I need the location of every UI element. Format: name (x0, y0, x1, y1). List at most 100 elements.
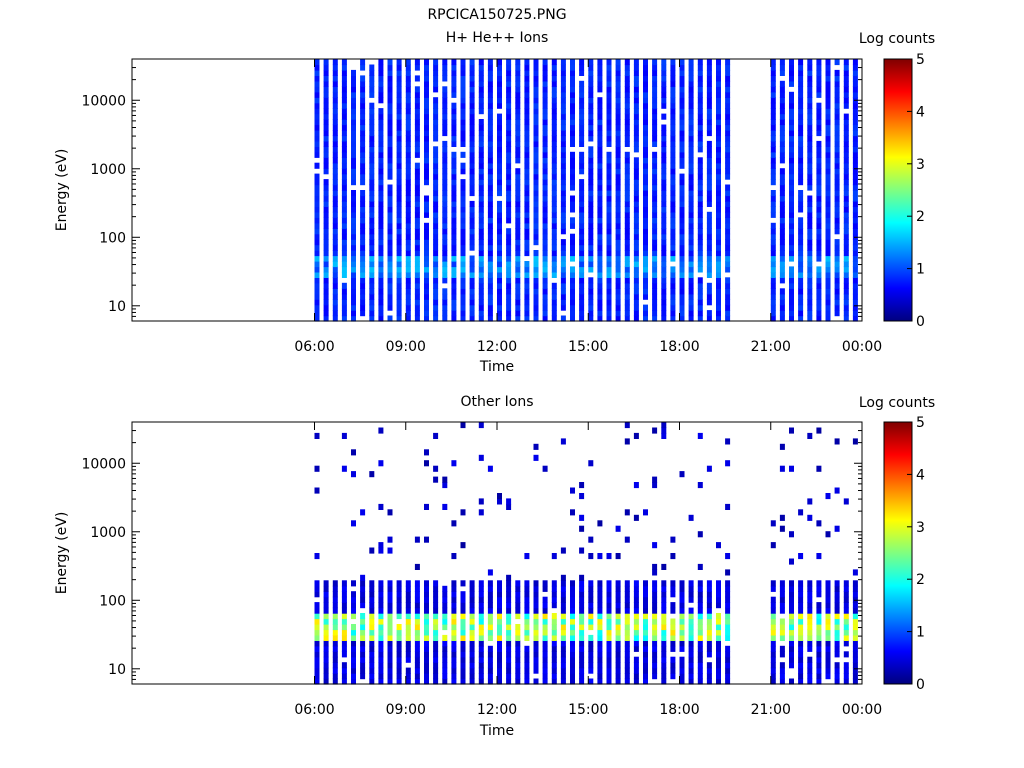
spectrogram-cell (497, 239, 502, 246)
spectrogram-cell (807, 59, 813, 66)
spectrogram-cell (716, 80, 721, 87)
spectrogram-cell (579, 645, 585, 652)
spectrogram-cell (661, 59, 667, 66)
spectrogram-cell (442, 217, 448, 224)
spectrogram-cell (688, 124, 694, 131)
spectrogram-cell (597, 640, 603, 647)
spectrogram-cell (341, 645, 347, 652)
spectrogram-cell (688, 585, 694, 592)
spectrogram-cell (323, 618, 329, 625)
spectrogram-cell (643, 135, 648, 142)
spectrogram-cell (469, 277, 475, 284)
spectrogram-cell (424, 629, 429, 636)
spectrogram-cell (405, 69, 411, 76)
spectrogram-cell (652, 190, 658, 197)
spectrogram-cell (506, 498, 512, 505)
spectrogram-cell (606, 75, 612, 82)
x-axis-label: Time (479, 359, 514, 375)
spectrogram-cell (506, 629, 512, 636)
spectrogram-cell (405, 102, 411, 109)
spectrogram-cell (433, 255, 439, 262)
spectrogram-cell (360, 602, 366, 609)
spectrogram-cell (551, 315, 557, 322)
spectrogram-cell (770, 667, 776, 674)
spectrogram-cell (314, 97, 320, 104)
spectrogram-cell (351, 173, 356, 180)
spectrogram-cell (588, 315, 594, 322)
spectrogram-cell (497, 130, 502, 137)
spectrogram-cell (351, 146, 356, 153)
spectrogram-cell (579, 547, 585, 554)
spectrogram-cell (688, 80, 694, 87)
spectrogram-cell (332, 678, 338, 685)
spectrogram-cell (524, 113, 530, 120)
spectrogram-cell (314, 585, 320, 592)
spectrogram-cell (551, 244, 557, 251)
spectrogram-cell (506, 304, 512, 311)
spectrogram-cell (360, 86, 366, 93)
spectrogram-cell (542, 656, 548, 663)
spectrogram-cell (834, 651, 840, 658)
spectrogram-cell (314, 211, 320, 218)
spectrogram-cell (369, 310, 375, 317)
spectrogram-cell (387, 130, 393, 137)
spectrogram-cell (551, 585, 557, 592)
spectrogram-cell (360, 255, 366, 262)
spectrogram-cell (323, 108, 329, 115)
spectrogram-cell (524, 222, 530, 229)
spectrogram-cell (424, 288, 429, 295)
spectrogram-cell (770, 80, 776, 87)
spectrogram-cell (606, 255, 612, 262)
spectrogram-cell (716, 200, 721, 207)
spectrogram-cell (588, 124, 594, 131)
spectrogram-cell (670, 179, 676, 186)
spectrogram-cell (542, 69, 548, 76)
spectrogram-cell (405, 656, 411, 663)
spectrogram-cell (451, 662, 457, 669)
spectrogram-cell (643, 140, 648, 147)
spectrogram-cell (506, 239, 512, 246)
spectrogram-cell (478, 277, 484, 284)
x-axis-ticks: 06:00 09:00 12:00 15:00 18:00 21:00 00:00 (294, 422, 882, 718)
spectrogram-cell (652, 304, 658, 311)
spectrogram-cell (624, 277, 630, 284)
spectrogram-cell (688, 146, 694, 153)
spectrogram-cell (405, 135, 411, 142)
spectrogram-cell (615, 157, 621, 164)
spectrogram-cell (834, 596, 840, 603)
spectrogram-cell (798, 130, 804, 137)
spectrogram-cell (633, 640, 639, 647)
spectrogram-cell (588, 580, 594, 587)
spectrogram-cell (442, 228, 448, 235)
spectrogram-cell (633, 310, 639, 317)
spectrogram-cell (469, 596, 475, 603)
spectrogram-cell (834, 580, 840, 587)
spectrogram-cell (451, 86, 457, 93)
spectrogram-cell (323, 293, 329, 300)
spectrogram-cell (661, 206, 667, 213)
spectrogram-cell (570, 222, 575, 229)
spectrogram-cell (396, 624, 402, 631)
spectrogram-cell (351, 151, 356, 158)
spectrogram-cell (643, 211, 648, 218)
spectrogram-cell (369, 591, 375, 598)
spectrogram-cell (706, 261, 712, 268)
spectrogram-cell (414, 206, 420, 213)
spectrogram-cell (360, 304, 366, 311)
spectrogram-cell (369, 91, 375, 98)
spectrogram-cell (542, 124, 548, 131)
spectrogram-cell (433, 580, 439, 587)
spectrogram-cell (478, 580, 484, 587)
spectrogram-cell (633, 146, 639, 153)
spectrogram-cell (706, 140, 712, 147)
spectrogram-cell (542, 282, 548, 289)
spectrogram-cell (770, 607, 776, 614)
spectrogram-cell (579, 574, 585, 581)
spectrogram-cell (433, 179, 439, 186)
spectrogram-cell (369, 211, 375, 218)
spectrogram-cell (597, 151, 603, 158)
spectrogram-cell (834, 662, 840, 669)
spectrogram-cell (852, 135, 858, 142)
spectrogram-cell (679, 288, 685, 295)
